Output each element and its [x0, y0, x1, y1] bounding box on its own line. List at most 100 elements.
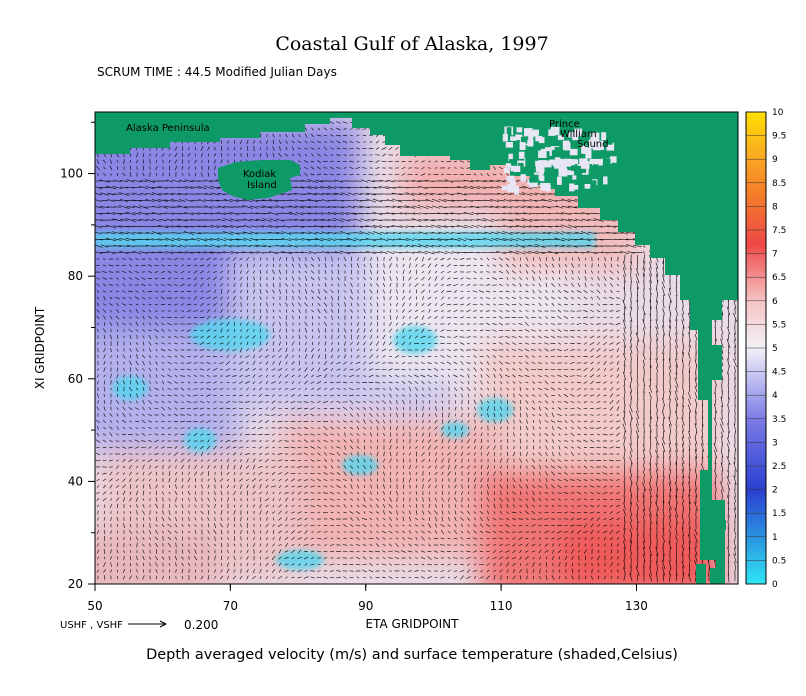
y-axis-label: XI GRIDPOINT	[33, 306, 47, 389]
speckle-cell	[543, 160, 552, 168]
x-tick-label: 110	[490, 599, 513, 613]
y-tick-label: 40	[68, 474, 83, 488]
speckle-cell	[601, 132, 607, 141]
colorbar-tick-label: 7	[772, 250, 778, 260]
speckle-cell	[565, 170, 575, 176]
speckle-cell	[513, 165, 521, 172]
speckle-cell	[603, 159, 608, 168]
speckle-cell	[506, 127, 512, 136]
speckle-cell	[590, 132, 600, 142]
speckle-cell	[533, 141, 539, 148]
colorbar-tick-label: 8.5	[772, 179, 786, 189]
colorbar-tick-label: 10	[772, 108, 784, 118]
vector-reference: USHF , VSHF 0.200	[60, 618, 218, 632]
speckle-cell	[506, 175, 515, 183]
speckle-cell	[596, 158, 603, 165]
speckle-cell	[565, 158, 572, 167]
speckle-cell	[505, 163, 512, 168]
chart-subtitle: SCRUM TIME : 44.5 Modified Julian Days	[97, 65, 337, 79]
speckle-cell	[597, 149, 607, 157]
speckle-cell	[501, 185, 510, 191]
y-tick-label: 80	[68, 269, 83, 283]
plot-frame	[94, 111, 739, 585]
speckle-cell	[580, 127, 586, 134]
speckle-cell	[591, 159, 597, 166]
speckle-cell	[518, 151, 525, 159]
speckle-cell	[592, 144, 601, 151]
sea-ice-speckle	[501, 126, 617, 195]
land-inner-coast	[490, 112, 738, 300]
speckle-cell	[571, 165, 579, 171]
speckle-cell	[570, 140, 578, 149]
colorbar-tick-label: 6	[772, 297, 778, 307]
colorbar-tick-label: 5	[772, 344, 778, 354]
colorbar-tick-label: 9	[772, 155, 778, 165]
speckle-cell	[510, 180, 516, 186]
x-axis-label: ETA GRIDPOINT	[366, 617, 460, 631]
colorbar-tick-label: 0.5	[772, 556, 786, 566]
speckle-cell	[527, 139, 534, 147]
speckle-cell	[520, 174, 526, 182]
speckle-cell	[558, 158, 567, 166]
speckle-cell	[563, 142, 571, 151]
speckle-cell	[535, 160, 540, 167]
speckle-cell	[568, 132, 577, 138]
y-tick-label: 60	[68, 372, 83, 386]
speckle-cell	[554, 147, 563, 156]
speckle-cell	[529, 177, 538, 183]
temperature-field	[95, 112, 738, 584]
colorbar-tick-label: 7.5	[772, 226, 786, 236]
speckle-cell	[535, 164, 545, 173]
colorbar-tick-label: 5.5	[772, 320, 786, 330]
speckle-cell	[558, 168, 568, 177]
speckle-cell	[507, 183, 515, 193]
speckle-cell	[548, 129, 556, 136]
annotation-pws-line-2: William	[560, 129, 597, 140]
map-annotations: Alaska Peninsula Kodiak Island Prince Wi…	[126, 119, 609, 191]
colorbar-tick-label: 3	[772, 438, 778, 448]
colorbar-tick-label: 0	[772, 580, 778, 590]
x-tick-label: 90	[358, 599, 373, 613]
speckle-cell	[557, 135, 564, 140]
land-mask	[95, 112, 738, 584]
annotation-pws-line-1: Prince	[549, 119, 580, 130]
speckle-cell	[510, 136, 517, 141]
speckle-cell	[518, 163, 524, 169]
speckle-cell	[581, 145, 587, 154]
cold-filaments	[95, 232, 595, 570]
colorbar-tick-label: 1	[772, 533, 778, 543]
colorbar-tick-label: 3.5	[772, 415, 786, 425]
speckle-cell	[517, 157, 526, 167]
speckle-cell	[572, 135, 579, 141]
colorbar-tick-label: 4.5	[772, 368, 786, 378]
speckle-cell	[539, 168, 544, 175]
speckle-cell	[605, 158, 611, 166]
speckle-cell	[520, 136, 530, 144]
speckle-cell	[542, 185, 551, 191]
speckle-cell	[574, 128, 582, 137]
speckle-cell	[509, 159, 518, 166]
annotation-kodiak-line-2: Island	[247, 180, 277, 191]
speckle-cell	[574, 185, 579, 190]
vector-reference-label: USHF , VSHF	[60, 620, 123, 631]
speckle-cell	[508, 153, 513, 162]
annotation-alaska-peninsula: Alaska Peninsula	[126, 123, 210, 134]
speckle-cell	[557, 176, 562, 185]
speckle-cell	[579, 166, 587, 173]
speckle-cell	[547, 182, 556, 190]
speckle-cell	[514, 186, 520, 195]
x-tick-label: 130	[625, 599, 648, 613]
colorbar-tick-label: 6.5	[772, 273, 786, 283]
vector-reference-arrowhead	[159, 620, 167, 628]
speckle-cell	[538, 160, 547, 165]
speckle-cell	[519, 142, 526, 150]
y-axis: 20 40 60 80 100	[60, 121, 95, 591]
speckle-cell	[572, 175, 577, 180]
annotation-pws-line-3: Sound	[577, 139, 609, 150]
speckle-cell	[584, 161, 590, 169]
speckle-cell	[577, 179, 586, 186]
figure-caption: Depth averaged velocity (m/s) and surfac…	[146, 647, 678, 663]
speckle-cell	[569, 148, 578, 156]
speckle-cell	[586, 148, 592, 155]
